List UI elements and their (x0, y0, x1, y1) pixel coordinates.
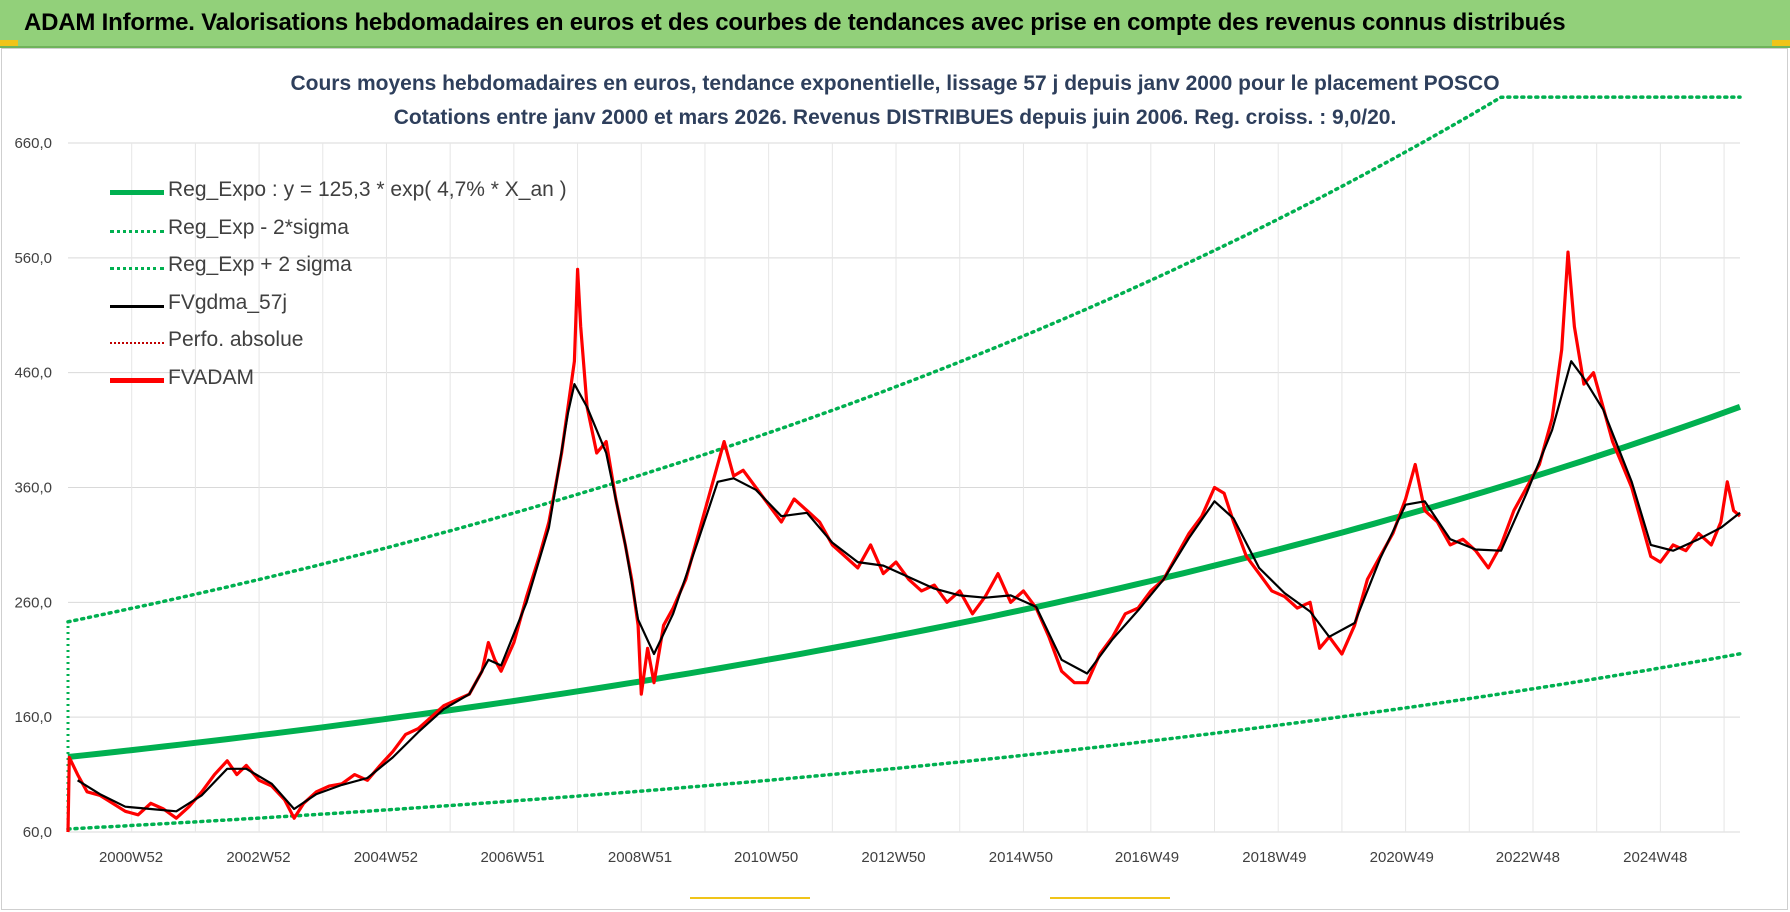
x-tick-label: 2022W48 (1496, 849, 1560, 866)
x-tick-label: 2008W51 (608, 849, 672, 866)
legend-label: FVADAM (168, 365, 254, 389)
y-tick-label: 660,0 (14, 135, 52, 152)
x-axis-ticks: 2000W52 2002W52 2004W52 2006W51 2008W51 2010W… (99, 849, 1687, 866)
legend-swatch-perfo (110, 342, 164, 344)
x-tick-label: 2016W49 (1115, 849, 1179, 866)
y-axis-ticks: 60,0 160,0 260,0 360,0 460,0 560,0 660,0 (14, 135, 52, 841)
reg-expo-line (67, 403, 1742, 760)
y-tick-label: 60,0 (23, 824, 52, 841)
legend-swatch-fvgdma (110, 304, 164, 308)
bottom-tab-marker-2 (1050, 897, 1170, 899)
grid-lines (68, 142, 1740, 833)
banner-title: ADAM Informe. Valorisations hebdomadaire… (24, 9, 1566, 36)
y-tick-label: 360,0 (14, 480, 52, 497)
legend-swatch-reg-exp-low (110, 229, 164, 233)
legend-label: Perfo. absolue (168, 328, 304, 351)
banner: ADAM Informe. Valorisations hebdomadaire… (0, 0, 1790, 48)
legend-label: FVgdma_57j (168, 290, 288, 314)
chart-title-line-1: Cours moyens hebdomadaires en euros, ten… (290, 72, 1500, 95)
x-tick-label: 2014W50 (989, 849, 1053, 866)
x-tick-label: 2018W49 (1242, 849, 1306, 866)
y-tick-label: 560,0 (14, 250, 52, 267)
reg-exp-plus-2sigma-line (66, 95, 1742, 624)
x-tick-label: 2010W50 (734, 849, 798, 866)
chart-frame (1, 48, 1788, 910)
series-lines (66, 95, 1742, 833)
legend-swatch-reg-expo (110, 190, 164, 195)
bottom-tab-marker-1 (690, 897, 810, 899)
legend-swatch-fvadam (110, 377, 164, 383)
x-tick-label: 2000W52 (99, 849, 163, 866)
fvadam-line (66, 250, 1742, 833)
corner-marker-right (1772, 40, 1790, 46)
x-tick-label: 2002W52 (226, 849, 290, 866)
y-tick-label: 260,0 (14, 594, 52, 611)
legend-label: Reg_Expo : y = 125,3 * exp( 4,7% * X_an … (168, 178, 567, 201)
y-tick-label: 460,0 (14, 365, 52, 382)
reg-exp-minus-2sigma-line (66, 652, 1742, 831)
chart-title-line-2: Cotations entre janv 2000 et mars 2026. … (393, 106, 1397, 129)
x-tick-label: 2004W52 (354, 849, 418, 866)
x-tick-label: 2006W51 (480, 849, 544, 866)
corner-marker-left (0, 40, 18, 46)
legend-label: Reg_Exp + 2 sigma (168, 253, 352, 276)
legend-swatch-reg-exp-high (110, 267, 164, 270)
x-tick-label: 2020W49 (1370, 849, 1434, 866)
x-tick-label: 2024W48 (1623, 849, 1687, 866)
y-tick-label: 160,0 (14, 709, 52, 726)
x-tick-label: 2012W50 (861, 849, 925, 866)
fvgdma-57j-line (77, 360, 1741, 813)
legend-label: Reg_Exp - 2*sigma (168, 215, 349, 239)
